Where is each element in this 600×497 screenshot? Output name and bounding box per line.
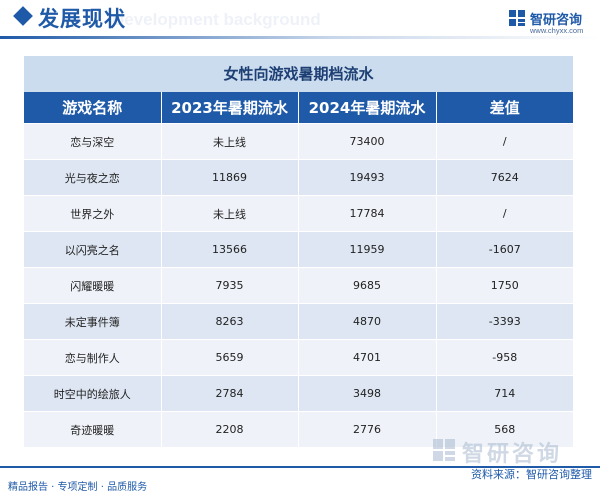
watermark-text: 智研咨询 — [462, 442, 563, 467]
data-table-container: 女性向游戏暑期档流水 游戏名称 2023年暑期流水 2024年暑期流水 差值 恋… — [24, 56, 573, 447]
cell-2024: 3498 — [297, 375, 436, 412]
cell-difference: / — [435, 123, 573, 160]
revenue-table: 游戏名称 2023年暑期流水 2024年暑期流水 差值 恋与深空 未上线 734… — [24, 92, 573, 447]
cell-2024: 19493 — [297, 159, 436, 196]
cell-difference: -958 — [435, 339, 573, 376]
cell-2023: 13566 — [160, 231, 298, 268]
cell-2023: 2784 — [160, 375, 298, 412]
diamond-bullet-icon — [13, 6, 33, 26]
column-header-difference: 差值 — [435, 92, 573, 124]
table-row: 以闪亮之名 13566 11959 -1607 — [24, 231, 573, 268]
cell-2024: 11959 — [297, 231, 436, 268]
watermark-logo-icon — [433, 439, 455, 461]
table-row: 光与夜之恋 11869 19493 7624 — [24, 159, 573, 196]
cell-game-name: 恋与深空 — [24, 123, 161, 160]
page-header: Development background 发展现状 智研咨询 www.chy… — [0, 0, 600, 44]
cell-2024: 4870 — [297, 303, 436, 340]
data-source: 资料来源：智研咨询整理 — [471, 468, 592, 481]
page-footer: 精品报告 · 专项定制 · 品质服务 资料来源：智研咨询整理 — [0, 466, 600, 497]
header-background-text: Development background — [112, 10, 321, 29]
cell-2024: 9685 — [297, 267, 436, 304]
table-row: 奇迹暖暖 2208 2776 568 — [24, 411, 573, 447]
table-row: 恋与深空 未上线 73400 / — [24, 123, 573, 160]
cell-difference: 1750 — [435, 267, 573, 304]
cell-2023: 11869 — [160, 159, 298, 196]
cell-game-name: 时空中的绘旅人 — [24, 375, 161, 412]
brand-name: 智研咨询 — [530, 13, 583, 28]
column-header-game-name: 游戏名称 — [24, 92, 161, 124]
table-title: 女性向游戏暑期档流水 — [24, 56, 573, 92]
cell-game-name: 闪耀暖暖 — [24, 267, 161, 304]
cell-game-name: 世界之外 — [24, 195, 161, 232]
watermark: 智研咨询 — [432, 438, 592, 467]
column-header-2024: 2024年暑期流水 — [297, 92, 436, 124]
cell-2023: 7935 — [160, 267, 298, 304]
cell-2023: 5659 — [160, 339, 298, 376]
table-row: 时空中的绘旅人 2784 3498 714 — [24, 375, 573, 412]
cell-2024: 73400 — [297, 123, 436, 160]
cell-game-name: 未定事件簿 — [24, 303, 161, 340]
brand-url: www.chyxx.com — [530, 26, 584, 35]
cell-2023: 2208 — [160, 411, 298, 447]
table-row: 世界之外 未上线 17784 / — [24, 195, 573, 232]
table-row: 闪耀暖暖 7935 9685 1750 — [24, 267, 573, 304]
brand-logo: 智研咨询 www.chyxx.com — [508, 9, 600, 39]
cell-game-name: 恋与制作人 — [24, 339, 161, 376]
cell-game-name: 以闪亮之名 — [24, 231, 161, 268]
table-row: 恋与制作人 5659 4701 -958 — [24, 339, 573, 376]
header-divider — [0, 36, 600, 39]
column-header-2023: 2023年暑期流水 — [160, 92, 298, 124]
footer-slogan: 精品报告 · 专项定制 · 品质服务 — [8, 482, 148, 493]
brand-icon — [509, 10, 525, 26]
footer-divider — [0, 466, 600, 468]
cell-2023: 未上线 — [160, 123, 298, 160]
cell-2023: 未上线 — [160, 195, 298, 232]
cell-game-name: 奇迹暖暖 — [24, 411, 161, 447]
cell-2024: 4701 — [297, 339, 436, 376]
cell-difference: 714 — [435, 375, 573, 412]
cell-2024: 17784 — [297, 195, 436, 232]
cell-2023: 8263 — [160, 303, 298, 340]
cell-difference: 7624 — [435, 159, 573, 196]
cell-game-name: 光与夜之恋 — [24, 159, 161, 196]
cell-difference: -1607 — [435, 231, 573, 268]
table-row: 未定事件簿 8263 4870 -3393 — [24, 303, 573, 340]
cell-difference: 568 — [435, 411, 573, 447]
cell-2024: 2776 — [297, 411, 436, 447]
cell-difference: -3393 — [435, 303, 573, 340]
section-title: 发展现状 — [38, 7, 126, 31]
table-header-row: 游戏名称 2023年暑期流水 2024年暑期流水 差值 — [24, 92, 573, 124]
cell-difference: / — [435, 195, 573, 232]
